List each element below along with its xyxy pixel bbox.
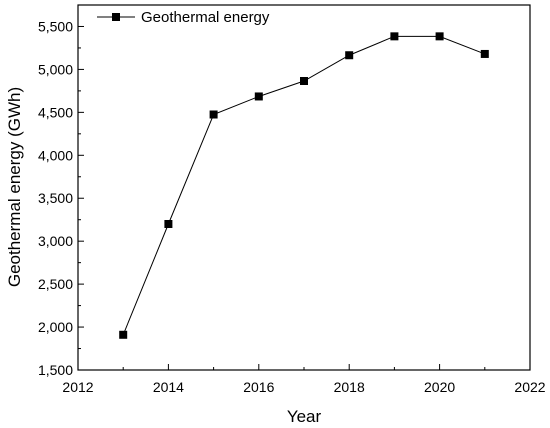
y-axis-title: Geothermal energy (GWh)	[5, 87, 24, 287]
y-tick-label: 4,000	[38, 147, 73, 163]
y-tick-label: 5,000	[38, 61, 73, 77]
y-tick-label: 3,500	[38, 190, 73, 206]
plot-frame	[77, 4, 531, 371]
x-tick-label: 2020	[424, 379, 455, 395]
data-point	[390, 32, 399, 41]
axes-layer: 2012 2014 2016 2018 2020 2022 1,500 2,000 2,500 3…	[38, 4, 546, 395]
legend: Geothermal energy	[97, 9, 270, 26]
legend-label: Geothermal energy	[141, 9, 270, 26]
x-tick-label: 2012	[62, 379, 93, 395]
x-tick-label: 2022	[514, 379, 545, 395]
data-point	[254, 92, 263, 101]
x-tick-label: 2018	[334, 379, 365, 395]
data-point	[300, 77, 308, 86]
plot-layer	[119, 32, 489, 339]
y-tick-label: 3,000	[38, 233, 73, 249]
y-tick-label: 2,000	[38, 319, 73, 335]
y-tick-label: 5,500	[38, 18, 73, 34]
x-tick-label: 2016	[243, 379, 274, 395]
x-tick-label: 2014	[153, 379, 184, 395]
y-tick-label: 1,500	[38, 362, 73, 378]
data-point	[345, 51, 354, 60]
data-point	[480, 49, 489, 58]
y-tick-label: 4,500	[38, 104, 73, 120]
data-point	[119, 330, 128, 339]
data-point	[435, 32, 444, 41]
legend-marker	[112, 13, 120, 21]
x-axis-title: Year	[287, 407, 322, 426]
y-tick-label: 2,500	[38, 276, 73, 292]
data-point	[164, 220, 173, 228]
data-point	[209, 110, 218, 119]
